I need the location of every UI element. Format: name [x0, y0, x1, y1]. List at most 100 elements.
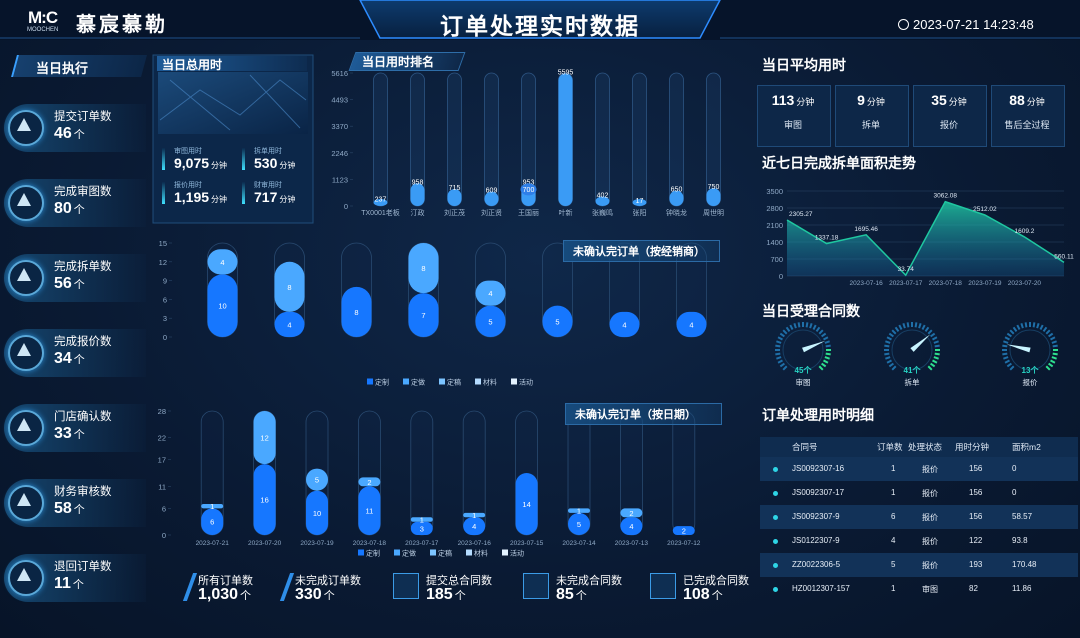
- gauge-tick: [823, 359, 829, 364]
- stat-number: 58: [54, 500, 72, 517]
- stat-unit: 个: [454, 590, 466, 602]
- bar: [669, 190, 684, 206]
- stat-number: 33: [54, 425, 72, 442]
- bar-segment: [542, 305, 573, 337]
- legend-swatch: [430, 549, 436, 556]
- gauge-tick: [888, 332, 894, 338]
- gauge-tick: [818, 365, 824, 371]
- legend-label: 定做: [402, 549, 416, 558]
- gauge-tick: [815, 326, 821, 332]
- stat-value: 85 个: [556, 586, 587, 604]
- avg-number: 113: [771, 92, 795, 108]
- page-title: 订单处理实时数据: [440, 13, 640, 39]
- y-tick-label: 17: [158, 456, 166, 465]
- y-tick-label: 11: [158, 482, 166, 491]
- stat-number: 46: [54, 125, 72, 142]
- segment-value-label: 1: [577, 507, 581, 516]
- stat-icon: [650, 573, 676, 599]
- table-cell: 6: [891, 512, 896, 521]
- y-tick-label: 0: [162, 531, 166, 540]
- x-tick-label: 2023-07-12: [667, 540, 701, 547]
- y-tick-label: 9: [163, 277, 167, 286]
- table-header-cell: 面积m2: [1012, 442, 1041, 452]
- stat-value: 56 个: [54, 275, 85, 293]
- gauge-tick: [1050, 336, 1056, 341]
- y-tick-label: 3500: [766, 187, 783, 196]
- stat-icon-glyph: [17, 118, 31, 131]
- bar-value-label: 17: [636, 198, 644, 205]
- avg-card: [757, 85, 831, 147]
- gauge-tick: [812, 324, 817, 330]
- table-cell: 报价: [922, 513, 938, 522]
- gauge-tick: [805, 322, 809, 328]
- clock-icon: [898, 19, 909, 30]
- stat-value: 34 个: [54, 350, 85, 368]
- y-tick-label: 22: [158, 434, 166, 443]
- segment-value-label: 4: [622, 320, 626, 329]
- y-tick-label: 4493: [331, 96, 348, 105]
- gauge-tick: [927, 329, 933, 335]
- bar-segment: [306, 490, 328, 535]
- stat-label: 拆单用时: [254, 148, 282, 155]
- segment-value-label: 8: [287, 283, 291, 292]
- legend-label: 定稿: [438, 549, 452, 558]
- legend-label: 材料: [474, 549, 488, 558]
- gauge-tick: [824, 340, 830, 344]
- x-tick-label: 2023-07-19: [300, 540, 334, 547]
- gauge-tick: [932, 359, 938, 364]
- table-cell: JS0092307-16: [792, 464, 845, 473]
- table-row-bg: [760, 505, 1078, 529]
- bar-segment: [253, 411, 276, 465]
- row-dot: [773, 587, 778, 592]
- stat-number: 80: [54, 200, 72, 217]
- bar-segment: [253, 464, 276, 535]
- table-header-cell: 订单数: [877, 442, 903, 452]
- table-cell: 156: [969, 488, 983, 497]
- stat-bar: [162, 182, 165, 204]
- stat-unit: 分钟: [211, 195, 228, 204]
- legend-label: 材料: [483, 378, 497, 387]
- stat-label: 审图用时: [174, 148, 202, 155]
- stat-label: 未完成订单数: [295, 575, 361, 587]
- gauge-tick: [1024, 322, 1028, 328]
- bar-segment: [201, 504, 224, 509]
- stat-label: 退回订单数: [54, 561, 112, 573]
- section-title: 订单处理用时明细: [762, 407, 874, 423]
- stat-unit: 个: [73, 504, 85, 516]
- x-tick-label: 2023-07-19: [968, 280, 1002, 287]
- row-dot: [773, 491, 778, 496]
- bar-segment: [568, 508, 590, 513]
- table-row-bg: [760, 457, 1078, 481]
- bar: [447, 189, 462, 206]
- gauge-tick: [1052, 344, 1058, 348]
- gauge-tick: [1045, 365, 1051, 371]
- stat-value: 46 个: [54, 125, 85, 143]
- point-value-label: 560.11: [1054, 253, 1074, 260]
- segment-value-label: 11: [366, 507, 374, 516]
- stat-value: 530 分钟: [254, 155, 295, 171]
- row-dot: [773, 515, 778, 520]
- segment-value-label: 12: [260, 434, 268, 443]
- gauge-tick: [782, 365, 788, 371]
- avg-label: 报价: [939, 120, 958, 130]
- legend-swatch: [511, 378, 517, 385]
- stat-icon: [8, 335, 44, 371]
- x-tick-label: 王国丽: [518, 209, 539, 217]
- image-decor: [159, 74, 307, 131]
- segment-value-label: 7: [421, 311, 425, 320]
- gauge-tick: [818, 329, 824, 335]
- gauge-tick: [1012, 326, 1018, 332]
- segment-value-label: 4: [689, 320, 693, 329]
- bar-segment: [207, 249, 238, 275]
- avg-unit: 分钟: [796, 97, 815, 107]
- table-cell: 4: [891, 536, 896, 545]
- y-tick-label: 2800: [766, 204, 783, 213]
- segment-value-label: 6: [210, 518, 214, 527]
- gauge-tick: [894, 326, 900, 332]
- chart-title-box: [565, 403, 722, 425]
- gauge-tick: [782, 329, 788, 335]
- avg-unit: 分钟: [866, 97, 885, 107]
- row-dot: [773, 467, 778, 472]
- stat-icon: [523, 573, 549, 599]
- gauge-tick: [1051, 340, 1057, 344]
